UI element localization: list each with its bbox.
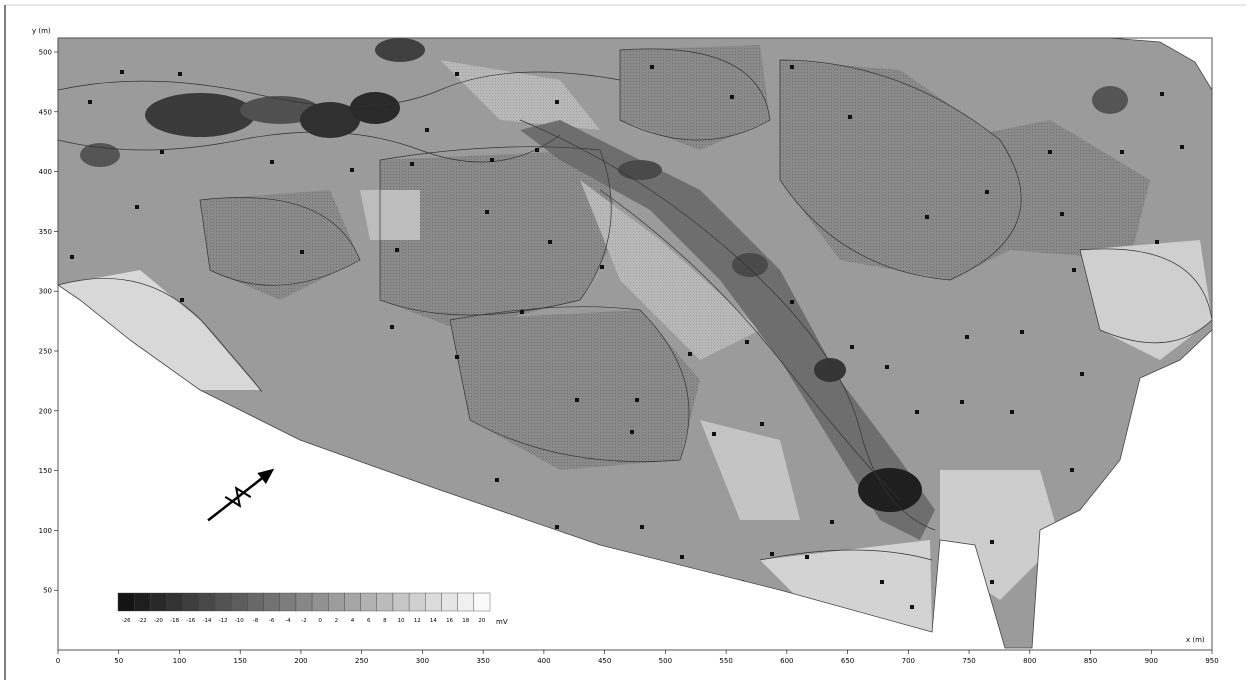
legend-swatch [392, 592, 410, 612]
legend-label: 12 [414, 618, 421, 624]
legend-swatch [231, 592, 248, 612]
survey-area [58, 38, 1212, 648]
color-scale-legend: -26 -22 -20 -18 -16 -14 -12 -10 -8 -6 -4 -2 0 2 4 6 8 10 1… [117, 592, 508, 626]
legend-swatch [166, 592, 183, 612]
legend-label: 4 [351, 618, 355, 624]
x-tick-label: 750 [962, 657, 975, 665]
legend-swatch [295, 592, 313, 612]
legend-label: -2 [301, 618, 306, 624]
x-tick-label: 0 [56, 657, 60, 665]
legend-label: -16 [186, 618, 195, 624]
legend-swatch [425, 592, 442, 612]
legend-label: -10 [235, 618, 244, 624]
x-tick-label: 100 [173, 657, 186, 665]
legend-swatch [311, 592, 329, 612]
x-tick-label: 250 [355, 657, 368, 665]
y-tick-label: 100 [39, 527, 52, 535]
legend-swatch [263, 592, 280, 612]
legend-swatch [360, 592, 377, 612]
legend-swatch [247, 592, 264, 612]
legend-swatch [279, 592, 297, 612]
north-arrow-icon [207, 468, 275, 522]
x-tick-label: 200 [294, 657, 307, 665]
y-axis-label: y (m) [32, 27, 51, 35]
x-tick-label: 550 [719, 657, 732, 665]
legend-swatch [117, 592, 135, 612]
y-tick-label: 400 [39, 168, 52, 176]
legend-label: -26 [122, 618, 131, 624]
y-tick-label: 450 [39, 108, 52, 116]
legend-label: 8 [383, 618, 387, 624]
legend-label: 18 [462, 618, 469, 624]
x-tick-label: 900 [1145, 657, 1158, 665]
legend-swatch [214, 592, 232, 612]
legend-label: 0 [318, 618, 322, 624]
x-tick-label: 450 [598, 657, 611, 665]
legend-swatch [441, 592, 458, 612]
survey-boundary [57, 37, 1213, 649]
y-tick-label: 500 [39, 49, 52, 57]
y-tick-label: 250 [39, 348, 52, 356]
y-tick-label: 350 [39, 228, 52, 236]
y-tick-label: 150 [39, 467, 52, 475]
x-tick-label: 950 [1205, 657, 1218, 665]
legend-label: -20 [154, 618, 163, 624]
legend-label: 6 [367, 618, 371, 624]
x-tick-label: 650 [841, 657, 854, 665]
legend-label: -8 [253, 618, 259, 624]
legend-swatch [408, 592, 426, 612]
x-tick-label: 300 [416, 657, 429, 665]
legend-swatch [198, 592, 216, 612]
legend-swatch [133, 592, 151, 612]
x-axis-label: x (m) [1186, 636, 1205, 644]
x-tick-label: 400 [537, 657, 550, 665]
legend-swatch [344, 592, 361, 612]
x-tick-label: 350 [476, 657, 489, 665]
x-tick-label: 600 [780, 657, 793, 665]
legend-swatch [457, 592, 475, 612]
legend-label: 14 [430, 618, 437, 624]
legend-swatch [150, 592, 167, 612]
legend-swatch [376, 592, 394, 612]
x-tick-label: 800 [1023, 657, 1036, 665]
legend-label: -22 [138, 618, 147, 624]
x-tick-label: 850 [1084, 657, 1097, 665]
legend-label: 16 [446, 618, 453, 624]
y-tick-label: 50 [43, 587, 52, 595]
y-axis: y (m) 50 100 150 200 250 300 350 400 450 500 [32, 27, 58, 595]
legend-label: -18 [170, 618, 179, 624]
x-tick-label: 500 [659, 657, 672, 665]
y-tick-label: 300 [39, 288, 52, 296]
legend-unit: mV [496, 618, 508, 626]
y-tick-label: 200 [39, 407, 52, 415]
legend-label: -4 [285, 618, 291, 624]
legend-label: 10 [398, 618, 405, 624]
legend-label: -14 [202, 618, 211, 624]
legend-swatch [182, 592, 200, 612]
x-tick-label: 150 [234, 657, 247, 665]
legend-label: 20 [478, 618, 485, 624]
legend-swatch [473, 592, 491, 612]
x-tick-label: 700 [902, 657, 915, 665]
x-tick-label: 50 [114, 657, 123, 665]
legend-label: 2 [335, 618, 339, 624]
legend-label: -12 [219, 618, 228, 624]
legend-label: -6 [269, 618, 275, 624]
legend-swatch [328, 592, 345, 612]
x-axis: x (m) 0 50 100 150 200 250 300 350 400 450 500 550 6… [56, 636, 1219, 665]
